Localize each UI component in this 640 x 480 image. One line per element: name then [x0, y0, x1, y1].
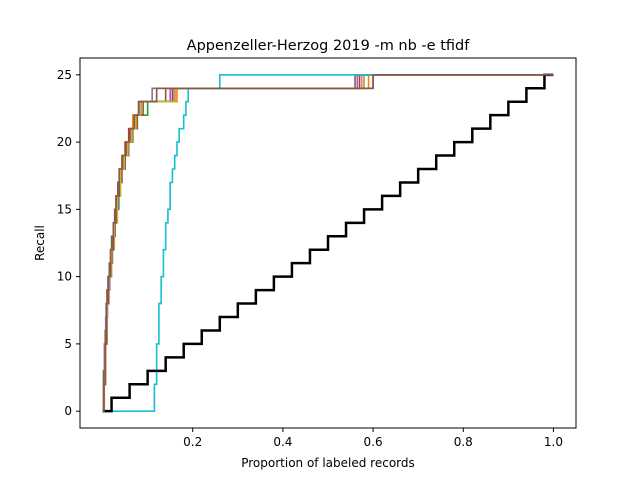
y-tick-label: 0 [64, 404, 72, 418]
y-axis-label: Recall [33, 225, 47, 261]
chart-title: Appenzeller-Herzog 2019 -m nb -e tfidf [187, 38, 471, 54]
x-tick-label: 0.6 [364, 435, 383, 449]
x-tick-label: 0.4 [273, 435, 292, 449]
axes-frame [79, 57, 577, 429]
series-line-9 [102, 74, 554, 412]
plot-area [102, 73, 554, 413]
series-line-10 [102, 73, 554, 413]
y-tick-label: 15 [57, 202, 72, 216]
x-tick-label: 0.8 [454, 435, 473, 449]
y-tick-label: 25 [57, 68, 72, 82]
x-tick-label: 1.0 [544, 435, 563, 449]
y-tick-label: 10 [57, 270, 72, 284]
x-axis-label: Proportion of labeled records [241, 456, 415, 470]
x-axis: 0.2 0.4 0.6 0.8 1.0 [183, 428, 563, 449]
x-tick-label: 0.2 [183, 435, 202, 449]
series-line-11 [102, 74, 554, 412]
y-tick-label: 20 [57, 135, 72, 149]
y-axis: 0 5 10 15 20 25 [57, 68, 80, 418]
y-tick-label: 5 [64, 337, 72, 351]
